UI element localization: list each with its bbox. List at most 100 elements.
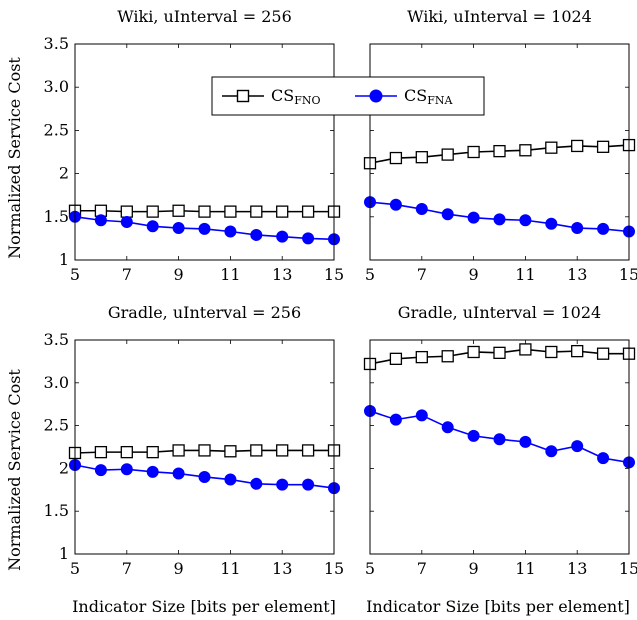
data-point-cs-fno [276,205,289,218]
subplot-4: Gradle, uInterval = 1024 5 7 9 11 13 15 [363,303,637,578]
x-tick-label: 9 [469,265,479,284]
data-point-cs-fna [198,222,211,235]
y-axis-label-bottom: Normalized Service Cost [5,369,24,571]
x-tick-label: 15 [619,559,637,578]
x-tick-label: 13 [272,559,292,578]
data-point-cs-fna [493,213,506,226]
x-tick-label: 7 [122,559,132,578]
x-tick-label: 7 [417,265,427,284]
data-point-cs-fno [120,205,133,218]
data-point-cs-fno [545,141,558,154]
data-point-cs-fno [198,444,211,457]
data-point-cs-fna [571,440,584,453]
legend-label-cs-fna: CSFNA [404,86,453,107]
plot-frame [369,339,630,555]
data-point-cs-fna [415,203,428,216]
y-tick-label: 1 [59,250,69,269]
legend-square-marker [236,89,250,103]
x-axis-label-left: Indicator Size [bits per element] [72,597,336,616]
data-point-cs-fna [415,409,428,422]
data-point-cs-fna [172,467,185,480]
data-point-cs-fno [389,151,403,165]
x-tick-label: 15 [619,265,637,284]
data-point-cs-fno [467,145,480,159]
legend-entry-cs-fna: CSFNA [355,86,453,107]
data-point-cs-fna [172,222,185,235]
y-tick-label: 3.5 [44,330,69,349]
data-point-cs-fna [276,478,289,491]
y-tick-label: 1.5 [44,207,69,226]
data-point-cs-fno [441,148,454,161]
data-point-cs-fno [571,344,584,358]
data-point-cs-fno [301,205,315,218]
data-point-cs-fno [415,350,428,364]
x-tick-label: 13 [567,559,587,578]
plot-frame [74,339,335,555]
data-point-cs-fno [415,151,428,164]
x-tick-label: 11 [220,559,240,578]
x-tick-label: 5 [365,265,375,284]
data-point-cs-fno [120,445,133,459]
y-tick-label: 2.5 [44,416,69,435]
data-point-cs-fno [596,140,610,153]
y-tick-label: 3.0 [44,373,69,392]
x-tick-label: 11 [515,559,535,578]
x-axis-label-right: Indicator Size [bits per element] [366,597,630,616]
data-point-cs-fno [493,346,506,359]
data-point-cs-fno [596,347,610,360]
data-point-cs-fna [120,463,133,476]
data-point-cs-fna [545,445,558,458]
x-tick-label: 13 [272,265,292,284]
y-tick-label: 1.5 [44,501,69,520]
data-point-cs-fna [467,429,480,442]
data-point-cs-fno [172,444,185,457]
data-point-cs-fno [571,139,584,153]
data-point-cs-fna [146,465,159,478]
legend-circle-marker [369,89,383,103]
data-point-cs-fna [519,435,532,448]
data-point-cs-fna [545,217,558,230]
y-tick-label: 2.5 [44,120,69,139]
x-tick-label: 5 [70,265,80,284]
data-point-cs-fna [94,464,107,477]
y-tick-label: 1 [59,544,69,563]
legend-entry-cs-fno: CSFNO [222,86,320,107]
data-point-cs-fna [224,473,237,486]
x-tick-label: 9 [174,265,184,284]
y-axis-label-top: Normalized Service Cost [5,57,24,259]
y-tick-label: 2 [59,164,69,183]
x-tick-label: 5 [70,559,80,578]
data-point-cs-fna [519,214,532,227]
x-tick-label: 5 [365,559,375,578]
data-point-cs-fno [389,352,403,365]
data-point-cs-fno [146,205,159,218]
subplot-3: Gradle, uInterval = 256 5 7 9 11 13 15 1 1.5 2 2.5… [44,303,345,578]
x-tick-label: 11 [515,265,535,284]
subplot-title: Wiki, uInterval = 1024 [407,7,592,26]
data-point-cs-fna [493,433,506,446]
data-point-cs-fna [120,215,133,228]
legend: CSFNO CSFNA [211,76,485,116]
x-tick-label: 15 [324,559,344,578]
data-point-cs-fna [250,477,263,490]
data-point-cs-fno [224,445,237,458]
data-point-cs-fno [276,444,289,457]
data-point-cs-fna [224,225,237,238]
data-point-cs-fno [198,205,211,218]
data-point-cs-fna [571,222,584,235]
data-point-cs-fna [146,220,159,233]
data-point-cs-fna [597,452,610,465]
data-point-cs-fna [276,230,289,243]
data-point-cs-fna [302,232,315,245]
x-tick-label: 13 [567,265,587,284]
data-point-cs-fno [493,144,506,158]
x-tick-label: 15 [324,265,344,284]
x-tick-label: 9 [469,559,479,578]
subplot-title: Wiki, uInterval = 256 [117,7,292,26]
data-point-cs-fno [545,345,558,359]
data-point-cs-fno [519,144,532,157]
y-tick-label: 3.5 [44,34,69,53]
plot-frame [74,43,335,261]
